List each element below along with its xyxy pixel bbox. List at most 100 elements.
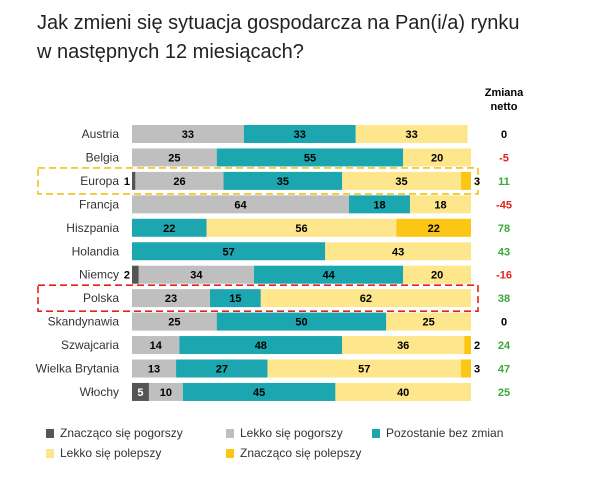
category-label: Włochy <box>80 385 119 399</box>
data-label: 15 <box>229 293 241 305</box>
data-label: 44 <box>322 270 335 282</box>
bar-segment-austria-lekko-sie-pogorszy <box>132 125 244 143</box>
bar-segment-francja-pozostanie-bez-zmian <box>348 195 410 214</box>
category-label: Francja <box>79 197 119 211</box>
bar-segment-wielka-brytania-pozostanie-bez-zmian <box>176 359 268 378</box>
data-label: 34 <box>190 270 203 282</box>
category-label: Szwajcaria <box>61 338 119 352</box>
net-change-value: -5 <box>499 152 509 164</box>
bar-segment-europa-znaczaco-sie-pogorszy <box>132 171 136 190</box>
bar-segment-holandia-lekko-sie-polepszy <box>325 242 471 261</box>
data-label: 2 <box>124 270 130 282</box>
data-label: 35 <box>395 176 407 188</box>
legend-label: Znacząco się pogorszy <box>60 426 183 440</box>
legend-label: Lekko się pogorszy <box>240 426 343 440</box>
data-label: 14 <box>150 340 163 352</box>
data-label: 27 <box>216 364 228 376</box>
net-change-value: 78 <box>498 223 510 235</box>
bar-segment-skandynawia-lekko-sie-polepszy <box>386 312 471 331</box>
bar-segment-niemcy-znaczaco-sie-pogorszy <box>132 265 139 284</box>
data-label: 26 <box>173 176 185 188</box>
net-change-value: 43 <box>498 246 510 258</box>
bar-segment-skandynawia-pozostanie-bez-zmian <box>216 312 387 331</box>
net-change-value: 11 <box>498 176 510 188</box>
data-label: 45 <box>253 387 265 399</box>
legend-swatch <box>46 429 54 438</box>
bar-segment-szwajcaria-lekko-sie-polepszy <box>342 336 465 355</box>
bar-segment-francja-lekko-sie-polepszy <box>409 195 471 214</box>
legend-swatch <box>372 429 380 438</box>
bar-segment-szwajcaria-lekko-sie-pogorszy <box>132 336 180 355</box>
bar-segment-hiszpania-pozostanie-bez-zmian <box>132 218 207 237</box>
data-label: 3 <box>474 176 480 188</box>
net-change-value: -45 <box>496 199 512 211</box>
net-change-value: 38 <box>498 293 510 305</box>
bar-segment-belgia-lekko-sie-polepszy <box>403 148 471 167</box>
category-label: Holandia <box>72 244 120 258</box>
data-label: 20 <box>431 152 443 164</box>
data-label: 64 <box>234 199 247 211</box>
data-label: 56 <box>295 223 307 235</box>
data-label: 33 <box>182 129 194 141</box>
bar-segment-polska-lekko-sie-polepszy <box>260 289 471 308</box>
category-label: Hiszpania <box>66 221 119 235</box>
data-label: 10 <box>160 387 172 399</box>
data-label: 62 <box>360 293 372 305</box>
data-label: 25 <box>168 317 180 329</box>
bar-segment-wielka-brytania-lekko-sie-pogorszy <box>132 359 177 378</box>
data-label: 18 <box>373 199 385 211</box>
bar-segment-hiszpania-lekko-sie-polepszy <box>206 218 397 237</box>
bar-segment-europa-lekko-sie-polepszy <box>342 171 461 190</box>
category-label: Skandynawia <box>48 315 120 329</box>
legend-label: Znacząco się polepszy <box>240 446 361 460</box>
data-label: 18 <box>434 199 446 211</box>
legend-swatch <box>46 449 54 458</box>
data-label: 33 <box>294 129 306 141</box>
net-change-value: 47 <box>498 364 510 376</box>
data-label: 57 <box>222 246 234 258</box>
category-label: Polska <box>83 291 119 305</box>
chart-legend: Znacząco się pogorszy Lekko się pogorszy P… <box>46 426 503 460</box>
bar-segment-niemcy-pozostanie-bez-zmian <box>254 265 404 284</box>
category-label: Wielka Brytania <box>36 362 120 376</box>
data-label: 13 <box>148 364 160 376</box>
data-label: 48 <box>255 340 267 352</box>
net-change-value: 0 <box>501 129 507 141</box>
bar-segment-polska-pozostanie-bez-zmian <box>209 289 261 308</box>
data-label: 43 <box>392 246 404 258</box>
data-label: 23 <box>165 293 177 305</box>
bar-segment-wlochy-lekko-sie-pogorszy <box>148 382 183 401</box>
net-header-line-1: Zmiana <box>485 87 524 99</box>
data-label: 22 <box>428 223 440 235</box>
bar-segment-francja-lekko-sie-pogorszy <box>132 195 349 214</box>
bar-segment-polska-lekko-sie-pogorszy <box>132 289 210 308</box>
bar-segment-europa-pozostanie-bez-zmian <box>223 171 343 190</box>
data-label: 5 <box>137 387 143 399</box>
bar-segment-austria-lekko-sie-polepszy <box>355 125 468 143</box>
chart-title-line-2: w następnych 12 miesiącach? <box>36 41 304 63</box>
data-label: 3 <box>474 364 480 376</box>
bar-segment-skandynawia-lekko-sie-pogorszy <box>132 312 217 331</box>
legend-label: Lekko się polepszy <box>60 446 161 460</box>
data-label: 36 <box>397 340 409 352</box>
data-label: 1 <box>124 176 130 188</box>
category-label: Austria <box>82 127 120 141</box>
net-change-value: 0 <box>501 317 507 329</box>
legend-swatch <box>226 429 234 438</box>
data-label: 25 <box>168 152 180 164</box>
data-label: 25 <box>423 317 435 329</box>
bar-segment-austria-pozostanie-bez-zmian <box>243 125 356 143</box>
legend-label: Pozostanie bez zmian <box>386 426 503 440</box>
bar-segment-belgia-pozostanie-bez-zmian <box>216 148 404 167</box>
bar-segment-europa-znaczaco-sie-polepszy <box>460 171 471 190</box>
data-label: 35 <box>277 176 289 188</box>
bar-segment-szwajcaria-znaczaco-sie-polepszy <box>464 336 471 355</box>
bar-segment-szwajcaria-pozostanie-bez-zmian <box>179 336 343 355</box>
bar-segment-niemcy-lekko-sie-polepszy <box>403 265 471 284</box>
bar-segment-wlochy-lekko-sie-polepszy <box>335 382 471 401</box>
data-label: 22 <box>163 223 175 235</box>
legend-swatch <box>226 449 234 458</box>
data-label: 50 <box>295 317 307 329</box>
